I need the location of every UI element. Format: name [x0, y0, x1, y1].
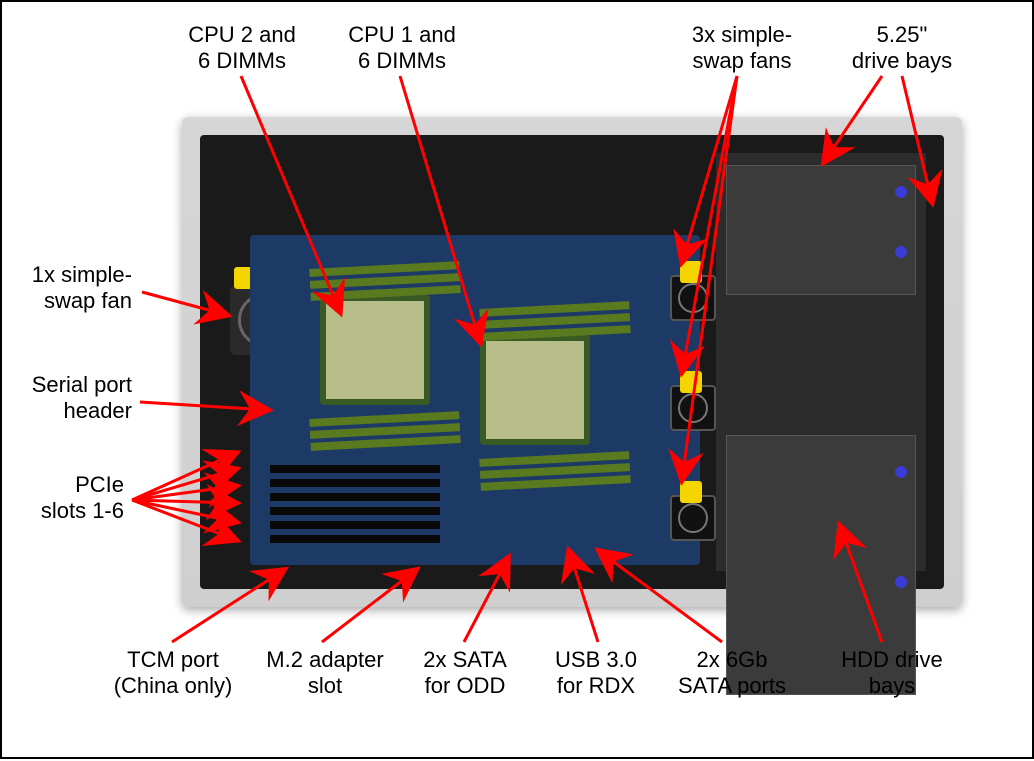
label-line: (China only) [114, 673, 233, 698]
bay-knob [895, 186, 907, 198]
label-line: slot [308, 673, 342, 698]
label-line: M.2 adapter [266, 647, 383, 672]
label-line: Serial port [32, 372, 132, 397]
fan-warning-label [680, 371, 702, 393]
label-3x-fans: 3x simple- swap fans [682, 22, 802, 75]
label-line: HDD drive [841, 647, 942, 672]
label-line: 6 DIMMs [198, 48, 286, 73]
label-sata-odd: 2x SATA for ODD [410, 647, 520, 700]
label-line: PCIe [75, 472, 124, 497]
label-line: TCM port [127, 647, 219, 672]
label-line: CPU 1 and [348, 22, 456, 47]
bay-knob [895, 466, 907, 478]
label-tcm: TCM port (China only) [108, 647, 238, 700]
chassis-interior [200, 135, 944, 589]
label-line: swap fans [692, 48, 791, 73]
pcie-slots [270, 465, 440, 543]
label-line: 2x 6Gb [697, 647, 768, 672]
cpu-2-socket [320, 295, 430, 405]
label-rear-fan: 1x simple- swap fan [14, 262, 132, 315]
label-line: CPU 2 and [188, 22, 296, 47]
label-hdd-bays: HDD drive bays [832, 647, 952, 700]
label-m2: M.2 adapter slot [260, 647, 390, 700]
diagram-frame: CPU 2 and 6 DIMMs CPU 1 and 6 DIMMs 3x s… [0, 0, 1034, 759]
bay-knob [895, 246, 907, 258]
bay-knob [895, 576, 907, 588]
label-line: 2x SATA [423, 647, 507, 672]
label-line: header [63, 398, 132, 423]
fan-warning-label [680, 481, 702, 503]
odd-bay-cage [726, 165, 916, 295]
label-sata-ports: 2x 6Gb SATA ports [672, 647, 792, 700]
label-line: 6 DIMMs [358, 48, 446, 73]
label-line: swap fan [44, 288, 132, 313]
label-cpu2: CPU 2 and 6 DIMMs [182, 22, 302, 75]
label-line: 1x simple- [32, 262, 132, 287]
label-line: USB 3.0 [555, 647, 637, 672]
label-pcie-slots: PCIe slots 1-6 [14, 472, 124, 525]
cpu-1-socket [480, 335, 590, 445]
label-line: for RDX [557, 673, 635, 698]
fan-warning-label [680, 261, 702, 283]
label-line: 3x simple- [692, 22, 792, 47]
label-usb-rdx: USB 3.0 for RDX [546, 647, 646, 700]
server-interior-image [182, 117, 962, 607]
label-line: for ODD [425, 673, 506, 698]
label-line: SATA ports [678, 673, 786, 698]
label-serial-header: Serial port header [14, 372, 132, 425]
label-line: slots 1-6 [41, 498, 124, 523]
label-cpu1: CPU 1 and 6 DIMMs [342, 22, 462, 75]
label-line: drive bays [852, 48, 952, 73]
label-odd-bays: 5.25" drive bays [842, 22, 962, 75]
label-line: 5.25" [877, 22, 928, 47]
label-line: bays [869, 673, 915, 698]
